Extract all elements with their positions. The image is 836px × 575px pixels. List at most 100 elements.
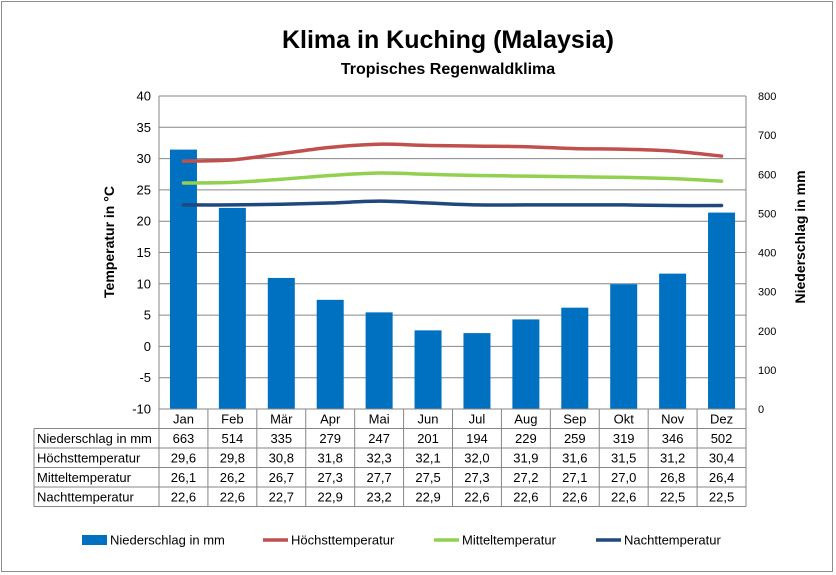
table-cell: 319	[613, 431, 635, 446]
table-cell: 259	[564, 431, 586, 446]
table-cell: 22,6	[220, 490, 245, 505]
table-cell: 22,9	[415, 490, 440, 505]
legend-label: Mitteltemperatur	[462, 533, 557, 548]
right-tick-label: 500	[758, 208, 776, 220]
table-cell: 22,6	[464, 490, 489, 505]
table-cell: 22,6	[171, 490, 196, 505]
table-cell: 31,9	[513, 451, 538, 466]
left-tick-label: 0	[144, 339, 151, 354]
table-cell: 26,1	[171, 470, 196, 485]
table-cell: 22,6	[562, 490, 587, 505]
nachttemperatur-line	[181, 199, 724, 208]
left-tick-label: 15	[137, 245, 151, 260]
table-cell: 31,6	[562, 451, 587, 466]
table-cell: 29,6	[171, 451, 196, 466]
data-table: Jan Feb Mär Apr Mai Jun Jul Aug Sep Okt Nov Dez Nied…	[33, 408, 747, 507]
legend-label: Höchsttemperatur	[291, 533, 395, 548]
right-tick-label: 300	[758, 287, 776, 299]
precipitation-bar	[267, 277, 295, 409]
right-tick-label: 0	[758, 404, 764, 416]
precipitation-bar	[610, 284, 638, 409]
table-cell: 29,8	[220, 451, 245, 466]
table-row-header: Niederschlag in mm	[37, 431, 152, 446]
category-label: Okt	[614, 412, 635, 427]
left-tick-label: 5	[144, 308, 151, 323]
table-cell: 23,2	[366, 490, 391, 505]
table-cell: 27,3	[318, 470, 343, 485]
left-tick-label: 40	[137, 89, 151, 104]
table-cell: 26,4	[709, 470, 734, 485]
precipitation-bar	[512, 319, 540, 409]
hoechsttemperatur-line	[181, 142, 724, 163]
left-tick-label: 25	[137, 182, 151, 197]
table-cell: 22,5	[660, 490, 685, 505]
table-cell: 22,9	[318, 490, 343, 505]
table-cell: 335	[270, 431, 292, 446]
precipitation-bar	[365, 312, 393, 409]
category-label: Nov	[661, 412, 685, 427]
left-axis-title: Temperatur in °C	[101, 186, 117, 298]
left-axis-ticks: 40 35 30 25 20 15 10 5 0 -5 -10	[132, 89, 151, 417]
table-cell: 30,4	[709, 451, 734, 466]
table-cell: 27,1	[562, 470, 587, 485]
chart-subtitle: Tropisches Regenwaldklima	[341, 61, 555, 78]
right-tick-label: 100	[758, 365, 776, 377]
table-cell: 514	[222, 431, 244, 446]
precipitation-bar	[659, 273, 687, 409]
right-tick-label: 200	[758, 326, 776, 338]
category-label: Jan	[173, 412, 194, 427]
left-tick-label: -10	[132, 402, 151, 417]
table-cell: 346	[662, 431, 684, 446]
precipitation-bar	[218, 207, 246, 409]
category-label: Mär	[270, 412, 293, 427]
precipitation-bar	[561, 307, 589, 409]
precipitation-bar	[414, 330, 442, 409]
left-tick-label: 20	[137, 214, 151, 229]
table-cell: 663	[173, 431, 195, 446]
table-cell: 31,2	[660, 451, 685, 466]
table-cell: 32,1	[415, 451, 440, 466]
plot-area: 40 35 30 25 20 15 10 5 0 -5 -10 800 700 600 500 400 300 2…	[132, 89, 776, 417]
right-tick-label: 800	[758, 91, 776, 103]
category-label: Jul	[469, 412, 486, 427]
table-cell: 26,2	[220, 470, 245, 485]
table-row-header: Höchsttemperatur	[37, 451, 141, 466]
legend-label: Nachttemperatur	[624, 533, 721, 548]
precipitation-bars	[169, 149, 736, 409]
precipitation-bar	[463, 333, 491, 409]
category-label: Jun	[418, 412, 439, 427]
table-cell: 229	[515, 431, 537, 446]
left-tick-label: -5	[139, 370, 151, 385]
left-tick-label: 10	[137, 276, 151, 291]
table-cell: 22,6	[513, 490, 538, 505]
table-cell: 22,5	[709, 490, 734, 505]
table-cell: 30,8	[269, 451, 294, 466]
precipitation-bar	[316, 299, 344, 409]
precipitation-bar	[708, 212, 736, 409]
table-row-header: Mitteltemperatur	[37, 470, 132, 485]
legend-label: Niederschlag in mm	[110, 533, 225, 548]
category-label: Aug	[514, 412, 537, 427]
table-cell: 27,5	[415, 470, 440, 485]
right-tick-label: 700	[758, 130, 776, 142]
category-label: Sep	[563, 412, 586, 427]
category-label: Mai	[369, 412, 390, 427]
table-cell: 27,7	[366, 470, 391, 485]
legend-swatch	[82, 535, 107, 545]
table-row-header: Nachttemperatur	[37, 490, 134, 505]
right-tick-label: 400	[758, 248, 776, 260]
table-cell: 27,2	[513, 470, 538, 485]
table-cell: 32,0	[464, 451, 489, 466]
gridlines	[159, 95, 746, 410]
table-cell: 194	[466, 431, 488, 446]
table-cell: 26,8	[660, 470, 685, 485]
category-label: Apr	[320, 412, 341, 427]
chart-title: Klima in Kuching (Malaysia)	[282, 26, 614, 54]
table-cell: 31,8	[318, 451, 343, 466]
table-cell: 502	[711, 431, 733, 446]
right-axis-ticks: 800 700 600 500 400 300 200 100 0	[758, 91, 776, 416]
table-cell: 22,7	[269, 490, 294, 505]
legend: Niederschlag in mm Höchsttemperatur Mittel…	[82, 533, 721, 548]
